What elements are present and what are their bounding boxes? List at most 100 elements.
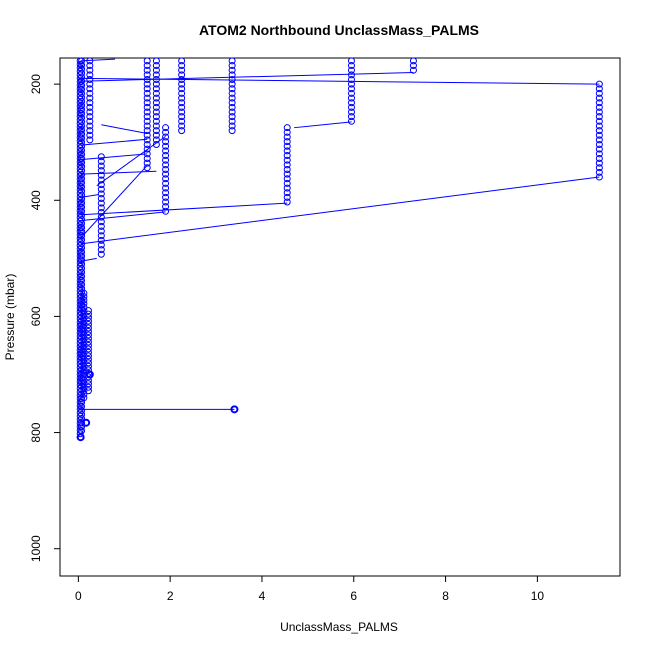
data-point bbox=[78, 236, 86, 244]
data-point bbox=[595, 117, 603, 125]
data-point bbox=[347, 66, 355, 74]
data-point bbox=[283, 142, 291, 150]
y-tick-label: 200 bbox=[29, 74, 43, 94]
data-point bbox=[283, 193, 291, 201]
data-point bbox=[82, 418, 91, 427]
data-point bbox=[283, 152, 291, 160]
data-point bbox=[97, 208, 105, 216]
data-point bbox=[86, 99, 94, 107]
data-point bbox=[84, 362, 92, 370]
data-point bbox=[86, 122, 94, 130]
data-point bbox=[347, 89, 355, 97]
data-point bbox=[78, 179, 86, 187]
data-point bbox=[162, 124, 170, 132]
data-point bbox=[86, 62, 94, 70]
data-point bbox=[595, 85, 603, 93]
data-point bbox=[347, 62, 355, 70]
data-point bbox=[595, 154, 603, 162]
data-point bbox=[84, 341, 92, 349]
data-point bbox=[595, 150, 603, 158]
data-point bbox=[78, 114, 86, 122]
data-point bbox=[78, 317, 86, 325]
data-point bbox=[78, 366, 86, 374]
data-point bbox=[80, 334, 88, 342]
data-point bbox=[162, 207, 170, 215]
data-point bbox=[228, 94, 236, 102]
data-point bbox=[97, 213, 105, 221]
data-point bbox=[78, 224, 86, 232]
data-point bbox=[152, 85, 160, 93]
data-point bbox=[228, 75, 236, 83]
data-point bbox=[78, 77, 86, 85]
data-point bbox=[228, 57, 236, 65]
data-point bbox=[228, 89, 236, 97]
data-point bbox=[78, 93, 86, 101]
data-point bbox=[162, 138, 170, 146]
data-point bbox=[80, 390, 88, 398]
data-point bbox=[80, 355, 88, 363]
data-point bbox=[228, 85, 236, 93]
data-point bbox=[84, 345, 92, 353]
y-tick-label: 1000 bbox=[29, 535, 43, 562]
data-point bbox=[283, 161, 291, 169]
data-point bbox=[84, 338, 92, 346]
data-point bbox=[178, 94, 186, 102]
data-point bbox=[283, 179, 291, 187]
data-point bbox=[178, 127, 186, 135]
data-point bbox=[80, 387, 88, 395]
data-point bbox=[152, 127, 160, 135]
data-point bbox=[152, 117, 160, 125]
data-point bbox=[347, 99, 355, 107]
data-point bbox=[143, 89, 151, 97]
data-point bbox=[283, 189, 291, 197]
data-point bbox=[86, 131, 94, 139]
data-point bbox=[86, 127, 94, 135]
data-point bbox=[409, 62, 417, 70]
data-point bbox=[97, 222, 105, 230]
data-point bbox=[162, 170, 170, 178]
data-point bbox=[86, 89, 94, 97]
data-point bbox=[143, 62, 151, 70]
data-point bbox=[78, 61, 86, 69]
data-point bbox=[76, 433, 85, 442]
data-point bbox=[84, 352, 92, 360]
data-point bbox=[283, 138, 291, 146]
data-point bbox=[228, 103, 236, 111]
data-point bbox=[162, 156, 170, 164]
data-point bbox=[152, 141, 160, 149]
data-point bbox=[162, 147, 170, 155]
points-layer bbox=[76, 57, 603, 442]
data-point bbox=[347, 80, 355, 88]
data-point bbox=[80, 352, 88, 360]
data-point bbox=[78, 110, 86, 118]
data-point bbox=[347, 85, 355, 93]
data-point bbox=[162, 133, 170, 141]
data-point bbox=[595, 113, 603, 121]
data-point bbox=[78, 191, 86, 199]
y-axis: 200 400 600 800 1000 bbox=[29, 74, 61, 562]
data-point bbox=[78, 142, 86, 150]
series-connector-line bbox=[80, 170, 157, 175]
data-point bbox=[78, 81, 86, 89]
x-tick-label: 8 bbox=[442, 589, 449, 603]
data-point bbox=[97, 199, 105, 207]
data-point bbox=[80, 289, 88, 297]
data-point bbox=[228, 66, 236, 74]
data-point bbox=[78, 406, 86, 414]
data-point bbox=[84, 324, 92, 332]
data-point bbox=[86, 103, 94, 111]
y-axis-label: Pressure (mbar) bbox=[3, 274, 17, 361]
data-point bbox=[228, 62, 236, 70]
data-point bbox=[595, 122, 603, 130]
data-point bbox=[84, 355, 92, 363]
data-point bbox=[143, 71, 151, 79]
data-point bbox=[97, 157, 105, 165]
data-point bbox=[78, 260, 86, 268]
data-point bbox=[78, 146, 86, 154]
data-point bbox=[283, 147, 291, 155]
data-point bbox=[143, 66, 151, 74]
data-point bbox=[228, 117, 236, 125]
data-point bbox=[152, 75, 160, 83]
y-tick-label: 800 bbox=[29, 422, 43, 442]
data-point bbox=[162, 203, 170, 211]
